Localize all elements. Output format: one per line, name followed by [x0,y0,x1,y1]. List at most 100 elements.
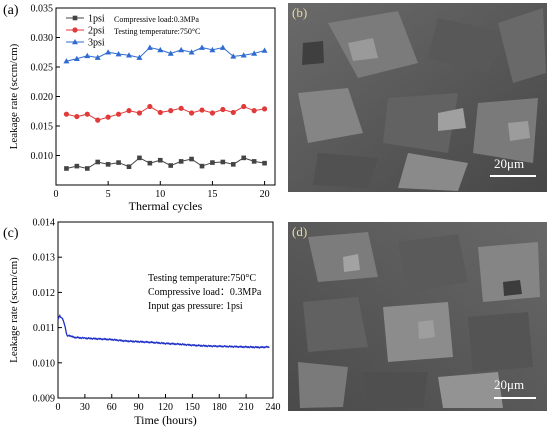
y-axis-label-c: Leakage rate (sccm/cm) [8,257,20,363]
data-point-3psi [167,50,174,56]
sem-image-d: (d) 20μm [288,222,547,411]
data-point-3psi [199,44,205,50]
y-tick-label-a: 0.015 [31,122,54,133]
x-tick-label-c: 0 [56,402,61,413]
data-point-1psi [137,155,142,161]
panel-label-c: (c) [3,226,19,241]
x-tick-label-a: 10 [155,189,165,200]
panel-label-b: (b) [292,5,308,20]
chart-a: 0 5 10 15 20 0.010 0.015 0.020 0.025 0.030 0.035 Th… [8,4,276,213]
y-tick-label-c: 0.013 [33,253,56,264]
data-point-3psi [240,52,247,58]
annotation-c: Compressive load：0.3MPa [148,287,262,298]
annotation-a: Compressive load:0.3MPa [114,15,199,24]
data-point-1psi [147,160,153,166]
data-point-2psi [230,109,236,116]
data-point-3psi [126,52,132,58]
legend-label-3psi: 3psi [88,38,105,49]
legend-marker-2psi [72,27,78,33]
legend-marker-1psi [72,15,78,21]
data-point-3psi [209,46,216,53]
scale-bar-d [494,397,536,399]
x-tick-label-c: 180 [212,402,227,413]
data-point-2psi [261,106,268,112]
data-point-3psi [219,44,226,50]
data-point-2psi [63,111,70,117]
y-tick-label-c: 0.011 [33,323,55,334]
data-point-1psi [168,163,174,168]
data-point-1psi [262,160,267,166]
scale-bar-b [490,175,536,177]
x-tick-label-c: 120 [158,402,173,413]
data-point-1psi [189,156,194,162]
data-point-1psi [241,155,247,161]
y-tick-label-c: 0.009 [33,394,56,405]
data-point-2psi [209,110,216,116]
data-point-1psi [199,163,205,169]
data-point-3psi [105,49,112,55]
sem-texture-d [288,222,547,411]
data-point-3psi [230,53,237,59]
data-point-1psi [157,157,163,163]
data-point-3psi [146,44,153,50]
data-point-2psi [251,108,257,114]
data-point-2psi [168,108,174,114]
data-point-2psi [178,105,184,111]
data-point-1psi [126,164,132,170]
x-tick-label-c: 210 [239,402,254,413]
data-point-2psi [95,117,101,123]
x-axis-label-a: Thermal cycles [129,199,203,213]
data-point-3psi [115,51,122,57]
data-point-1psi [116,160,121,165]
data-point-3psi [157,46,164,53]
data-point-1psi [95,159,101,165]
data-point-1psi [64,166,69,171]
y-tick-label-c: 0.010 [33,358,56,369]
y-tick-label-a: 0.025 [31,63,54,74]
data-point-2psi [199,107,205,113]
data-point-3psi [188,49,195,55]
x-tick-label-c: 150 [185,402,200,413]
data-point-1psi [230,162,236,167]
data-point-1psi [210,160,215,165]
chart-c: 0 30 60 90 120 150 180 210 240 0.009 0.010 0.011 0.0… [8,218,281,428]
x-tick-label-c: 30 [80,402,90,413]
data-point-3psi [261,47,268,53]
scale-label-b: 20μm [494,156,525,171]
data-point-3psi [94,54,101,60]
x-tick-label-a: 0 [54,189,59,200]
panel-label-a: (a) [3,3,19,18]
y-tick-label-c: 0.014 [33,218,56,229]
data-point-3psi [73,55,80,62]
x-tick-label-c: 90 [134,402,144,413]
data-point-2psi [241,103,247,110]
y-axis-label-a: Leakage rate (sccm/cm) [8,43,20,149]
annotation-a: Testing temperature:750°C [114,27,200,36]
data-point-3psi [251,50,258,56]
data-point-2psi [105,114,111,120]
data-point-3psi [178,46,185,53]
data-point-2psi [157,109,163,116]
data-point-3psi [84,52,91,59]
x-tick-label-c: 60 [107,402,117,413]
data-point-1psi [74,163,80,169]
data-point-2psi [136,110,143,116]
data-point-1psi [105,162,111,167]
legend-marker-3psi [72,39,78,45]
data-point-1psi [84,166,90,171]
data-point-1psi [251,159,257,164]
data-point-2psi [74,113,80,120]
annotation-c: Input gas pressure: 1psi [148,301,243,312]
y-tick-label-a: 0.030 [31,33,54,44]
data-point-2psi [220,106,226,113]
data-point-2psi [147,103,153,110]
y-tick-label-a: 0.020 [31,92,54,103]
panel-label-d: (d) [292,224,308,239]
x-tick-label-a: 5 [106,189,111,200]
series-line-leakage [57,314,270,349]
x-axis-label-c: Time (hours) [134,413,197,427]
annotation-c: Testing temperature:750°C [148,273,256,284]
data-point-2psi [188,110,195,116]
data-point-2psi [115,111,122,117]
